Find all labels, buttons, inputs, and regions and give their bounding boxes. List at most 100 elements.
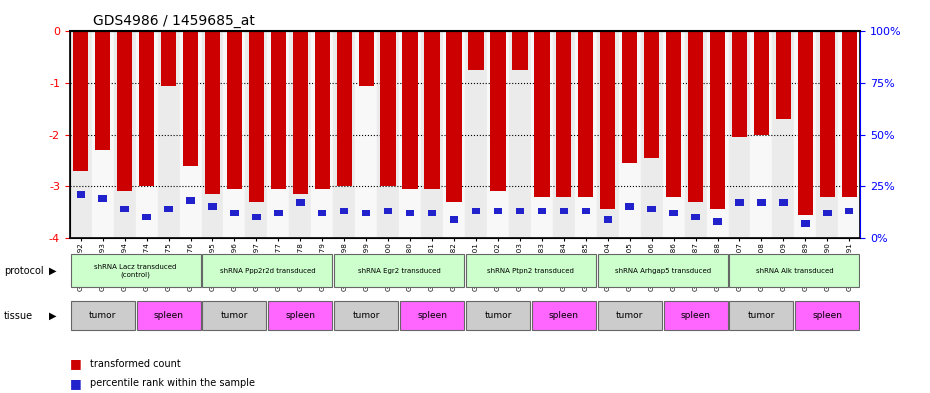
Bar (838, 31, 860, 238)
Bar (598, 301, 662, 331)
Bar (842, 31, 857, 196)
Bar (598, 254, 727, 287)
Bar (534, 31, 550, 196)
Bar (73, 31, 88, 171)
Bar (428, 209, 436, 217)
Bar (466, 254, 596, 287)
Bar (707, 31, 728, 238)
Text: tumor: tumor (616, 312, 644, 320)
Bar (450, 216, 458, 222)
Bar (380, 31, 396, 186)
Bar (801, 220, 810, 227)
Bar (670, 209, 678, 217)
Bar (713, 218, 722, 225)
Bar (113, 31, 136, 238)
Bar (340, 208, 349, 214)
Bar (203, 301, 267, 331)
Text: ▶: ▶ (49, 311, 57, 321)
Bar (618, 31, 641, 238)
Bar (274, 209, 283, 217)
Bar (581, 208, 590, 214)
Bar (487, 31, 509, 238)
Bar (205, 31, 220, 194)
Bar (186, 197, 194, 204)
Bar (753, 31, 769, 134)
Bar (515, 208, 525, 214)
Text: spleen: spleen (286, 312, 315, 320)
Bar (246, 31, 267, 238)
Bar (248, 31, 264, 202)
Bar (76, 191, 85, 198)
Bar (795, 301, 859, 331)
Bar (289, 31, 312, 238)
Text: shRNA Arhgap5 transduced: shRNA Arhgap5 transduced (615, 268, 711, 274)
Bar (362, 209, 370, 217)
Text: spleen: spleen (812, 312, 843, 320)
Bar (421, 31, 443, 238)
Bar (472, 208, 480, 214)
Bar (399, 31, 421, 238)
Bar (71, 254, 201, 287)
Text: spleen: spleen (153, 312, 183, 320)
Bar (647, 206, 656, 212)
Bar (157, 31, 179, 238)
Bar (644, 31, 659, 158)
Bar (334, 254, 464, 287)
Bar (578, 31, 593, 196)
Text: GDS4986 / 1459685_at: GDS4986 / 1459685_at (93, 14, 255, 28)
Bar (494, 208, 502, 214)
Bar (70, 31, 92, 238)
Bar (465, 31, 487, 238)
Bar (165, 206, 173, 212)
Text: spleen: spleen (549, 312, 578, 320)
Text: shRNA Alk transduced: shRNA Alk transduced (755, 268, 833, 274)
Bar (531, 31, 552, 238)
Bar (469, 31, 484, 70)
Bar (203, 254, 332, 287)
Bar (512, 31, 527, 70)
Bar (538, 208, 546, 214)
Text: shRNA Ppp2r2d transduced: shRNA Ppp2r2d transduced (219, 268, 315, 274)
Text: shRNA Lacz transduced
(control): shRNA Lacz transduced (control) (95, 264, 177, 277)
Bar (252, 214, 260, 220)
Bar (120, 206, 129, 212)
Bar (183, 31, 198, 165)
Text: tissue: tissue (4, 311, 33, 321)
Bar (509, 31, 531, 238)
Bar (490, 31, 506, 191)
Bar (773, 31, 794, 238)
Bar (161, 31, 177, 86)
Bar (597, 31, 618, 238)
Bar (136, 31, 157, 238)
Bar (736, 199, 744, 206)
Bar (794, 31, 817, 238)
Bar (296, 199, 304, 206)
Text: tumor: tumor (485, 312, 512, 320)
Bar (684, 31, 707, 238)
Bar (95, 31, 111, 150)
Bar (532, 301, 596, 331)
Bar (666, 31, 682, 196)
Bar (728, 31, 751, 238)
Bar (117, 31, 132, 191)
Bar (267, 31, 289, 238)
Text: ■: ■ (70, 357, 82, 370)
Bar (751, 31, 773, 238)
Bar (446, 31, 461, 202)
Bar (139, 31, 154, 186)
Bar (227, 31, 242, 189)
Bar (560, 208, 568, 214)
Bar (575, 31, 597, 238)
Bar (358, 31, 374, 86)
Bar (400, 301, 464, 331)
Bar (179, 31, 202, 238)
Bar (604, 216, 612, 222)
Text: protocol: protocol (4, 266, 44, 276)
Bar (271, 31, 286, 189)
Bar (424, 31, 440, 189)
Text: tumor: tumor (352, 312, 379, 320)
Text: tumor: tumor (220, 312, 248, 320)
Bar (405, 209, 415, 217)
Bar (208, 204, 217, 210)
Bar (710, 31, 725, 209)
